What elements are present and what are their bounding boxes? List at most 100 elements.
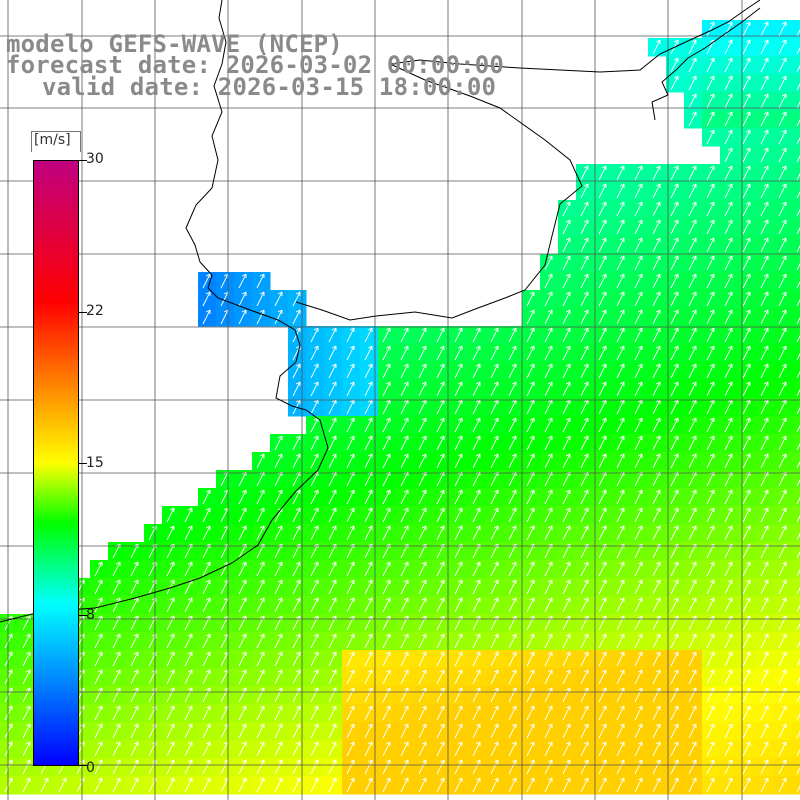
coastline-brazil	[651, 7, 761, 121]
wind-arrow	[706, 633, 715, 649]
wind-cell	[702, 650, 721, 669]
wind-arrow	[706, 435, 715, 451]
wind-cell	[270, 722, 289, 741]
wind-cell	[450, 434, 469, 453]
wind-cell	[612, 650, 631, 669]
wind-cell	[324, 362, 343, 381]
wind-cell	[324, 542, 343, 561]
wind-cell	[288, 524, 307, 543]
wind-cell	[108, 542, 127, 561]
wind-arrow	[598, 507, 607, 523]
wind-arrow	[130, 723, 139, 739]
wind-arrow	[634, 417, 643, 433]
wind-cell	[396, 434, 415, 453]
wind-arrow	[544, 651, 553, 667]
wind-arrow	[400, 759, 409, 775]
wind-cell	[540, 614, 559, 633]
wind-cell	[450, 740, 469, 759]
wind-arrow	[598, 777, 607, 793]
wind-cell	[738, 578, 757, 597]
wind-arrow	[508, 687, 517, 703]
wind-cell	[306, 704, 325, 723]
wind-cell	[468, 776, 487, 795]
wind-arrow	[490, 453, 499, 469]
wind-cell	[468, 452, 487, 471]
wind-cell	[342, 470, 361, 489]
wind-cell	[432, 344, 451, 363]
wind-cell	[18, 722, 37, 741]
wind-arrow	[760, 219, 769, 235]
wind-arrow	[652, 723, 661, 739]
wind-arrow	[562, 417, 571, 433]
wind-arrow	[292, 525, 301, 541]
wind-arrow	[418, 687, 427, 703]
wind-cell	[504, 488, 523, 507]
wind-cell	[432, 488, 451, 507]
wind-arrow	[94, 633, 103, 649]
wind-cell	[486, 686, 505, 705]
wind-arrow	[544, 381, 553, 397]
wind-cell	[270, 542, 289, 561]
wind-arrow	[760, 759, 769, 775]
wind-cell	[702, 254, 721, 273]
wind-cell	[288, 758, 307, 777]
wind-cell	[126, 758, 145, 777]
wind-arrow	[760, 165, 769, 181]
wind-cell	[738, 164, 757, 183]
wind-cell	[720, 524, 739, 543]
wind-arrow	[544, 777, 553, 793]
wind-cell	[216, 704, 235, 723]
wind-cell	[666, 344, 685, 363]
wind-cell	[684, 614, 703, 633]
wind-cell	[414, 650, 433, 669]
wind-cell	[576, 506, 595, 525]
wind-arrow	[544, 417, 553, 433]
wind-cell	[792, 722, 800, 741]
wind-arrow	[778, 705, 787, 721]
wind-cell	[702, 578, 721, 597]
wind-cell	[720, 452, 739, 471]
wind-arrow	[598, 687, 607, 703]
wind-cell	[324, 506, 343, 525]
wind-arrow	[688, 255, 697, 271]
wind-arrow	[778, 309, 787, 325]
wind-cell	[648, 506, 667, 525]
wind-arrow	[796, 743, 800, 757]
wind-cell	[270, 686, 289, 705]
wind-cell	[108, 776, 127, 795]
wind-cell	[144, 776, 163, 795]
wind-cell	[792, 236, 800, 255]
wind-arrow	[328, 597, 337, 613]
wind-cell	[288, 668, 307, 687]
wind-cell	[378, 398, 397, 417]
wind-cell	[360, 470, 379, 489]
wind-arrow	[544, 363, 553, 379]
wind-cell	[630, 434, 649, 453]
wind-cell	[756, 236, 775, 255]
wind-cell	[756, 560, 775, 579]
wind-cell	[648, 596, 667, 615]
wind-cell	[360, 488, 379, 507]
wind-arrow	[364, 759, 373, 775]
wind-arrow	[778, 417, 787, 433]
wind-cell	[504, 614, 523, 633]
wind-arrow	[454, 417, 463, 433]
wind-arrow	[400, 363, 409, 379]
wind-cell	[522, 488, 541, 507]
wind-cell	[612, 290, 631, 309]
wind-arrow	[166, 705, 175, 721]
wind-arrow	[580, 669, 589, 685]
wind-arrow	[742, 309, 751, 325]
wind-cell	[630, 632, 649, 651]
wind-cell	[486, 506, 505, 525]
wind-cell	[486, 632, 505, 651]
wind-arrow	[616, 669, 625, 685]
wind-cell	[702, 668, 721, 687]
wind-cell	[612, 272, 631, 291]
wind-arrow	[634, 363, 643, 379]
wind-cell	[540, 344, 559, 363]
wind-cell	[720, 668, 739, 687]
wind-cell	[558, 668, 577, 687]
wind-cell	[738, 524, 757, 543]
wind-cell	[648, 452, 667, 471]
